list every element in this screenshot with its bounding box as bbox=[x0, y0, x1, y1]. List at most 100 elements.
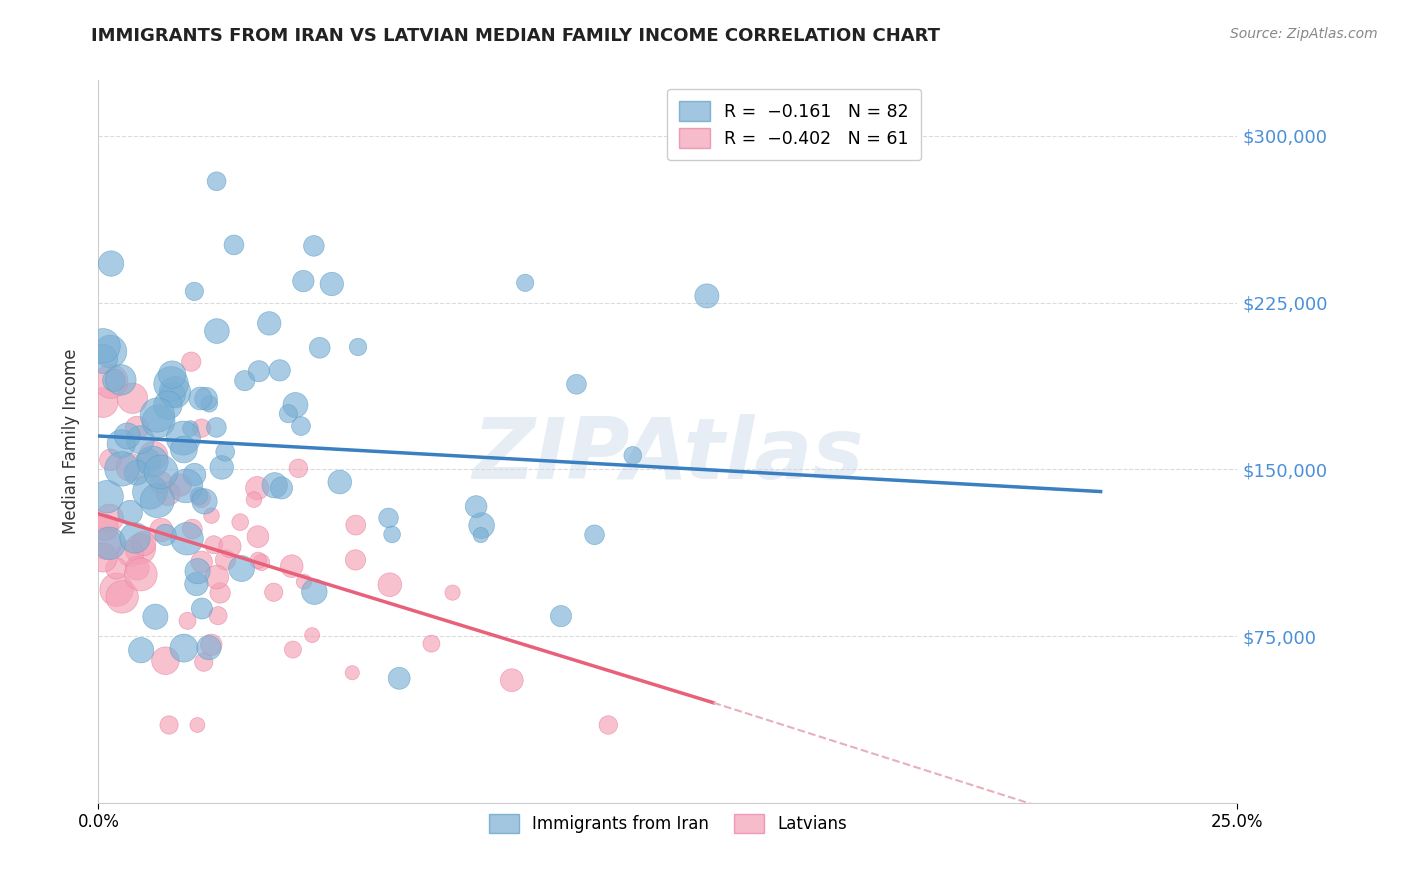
Point bbox=[183, 285, 205, 299]
Point bbox=[471, 518, 494, 533]
Point bbox=[342, 665, 364, 680]
Point bbox=[193, 494, 215, 508]
Point bbox=[183, 467, 205, 482]
Point bbox=[381, 527, 404, 541]
Point bbox=[145, 609, 167, 624]
Point bbox=[91, 339, 114, 353]
Legend: Immigrants from Iran, Latvians: Immigrants from Iran, Latvians bbox=[477, 803, 859, 845]
Point bbox=[129, 643, 152, 657]
Point bbox=[160, 376, 183, 391]
Point bbox=[157, 718, 180, 732]
Point bbox=[290, 419, 312, 434]
Point bbox=[301, 628, 323, 642]
Point bbox=[388, 671, 411, 685]
Point bbox=[292, 274, 315, 288]
Point bbox=[142, 449, 165, 463]
Point bbox=[190, 421, 212, 435]
Point bbox=[257, 317, 280, 331]
Point bbox=[329, 475, 352, 489]
Point bbox=[148, 414, 170, 428]
Point bbox=[198, 397, 221, 411]
Point bbox=[124, 531, 146, 545]
Point bbox=[91, 351, 114, 366]
Point bbox=[186, 718, 208, 732]
Point bbox=[149, 465, 172, 479]
Point bbox=[174, 479, 197, 493]
Point bbox=[169, 478, 191, 492]
Point bbox=[214, 553, 236, 567]
Point bbox=[205, 174, 228, 188]
Point bbox=[120, 547, 142, 561]
Point bbox=[94, 520, 117, 534]
Point bbox=[156, 398, 179, 412]
Point bbox=[621, 449, 644, 463]
Point bbox=[110, 436, 132, 450]
Point bbox=[103, 373, 125, 387]
Point bbox=[127, 561, 149, 575]
Point bbox=[302, 239, 325, 253]
Point bbox=[347, 340, 370, 354]
Point bbox=[501, 673, 523, 688]
Point bbox=[160, 368, 183, 382]
Point bbox=[176, 614, 198, 628]
Point bbox=[150, 523, 173, 537]
Point bbox=[246, 481, 269, 495]
Point bbox=[281, 642, 304, 657]
Point bbox=[118, 460, 141, 475]
Point bbox=[172, 431, 194, 445]
Point bbox=[292, 574, 315, 589]
Point bbox=[550, 609, 572, 624]
Point bbox=[96, 490, 118, 504]
Point bbox=[222, 238, 245, 252]
Point bbox=[173, 442, 195, 457]
Point bbox=[181, 522, 204, 536]
Point bbox=[190, 555, 212, 569]
Point bbox=[188, 392, 211, 406]
Point bbox=[176, 532, 198, 546]
Text: ZIPAtlas: ZIPAtlas bbox=[472, 415, 863, 498]
Point bbox=[98, 511, 121, 525]
Point bbox=[149, 475, 172, 490]
Point bbox=[125, 421, 148, 435]
Point bbox=[205, 420, 228, 434]
Point bbox=[420, 637, 443, 651]
Point bbox=[132, 536, 155, 550]
Point bbox=[155, 528, 177, 542]
Point bbox=[583, 528, 606, 542]
Point bbox=[146, 408, 169, 422]
Point bbox=[470, 528, 492, 542]
Point bbox=[308, 341, 330, 355]
Point bbox=[231, 561, 253, 575]
Point bbox=[281, 559, 304, 574]
Point bbox=[98, 536, 121, 550]
Point bbox=[190, 491, 212, 505]
Point bbox=[321, 277, 343, 291]
Text: IMMIGRANTS FROM IRAN VS LATVIAN MEDIAN FAMILY INCOME CORRELATION CHART: IMMIGRANTS FROM IRAN VS LATVIAN MEDIAN F… bbox=[91, 27, 941, 45]
Point bbox=[515, 276, 537, 290]
Point bbox=[157, 486, 180, 500]
Point bbox=[179, 421, 201, 435]
Point bbox=[195, 392, 218, 406]
Point bbox=[105, 561, 128, 575]
Point bbox=[209, 586, 232, 600]
Point bbox=[125, 466, 148, 480]
Point bbox=[263, 478, 285, 492]
Point bbox=[146, 493, 169, 508]
Point bbox=[441, 585, 464, 599]
Point bbox=[121, 391, 143, 405]
Point bbox=[191, 601, 214, 615]
Point bbox=[344, 553, 367, 567]
Point bbox=[270, 481, 292, 495]
Point bbox=[186, 577, 208, 591]
Point bbox=[105, 582, 128, 597]
Point bbox=[120, 506, 142, 520]
Point bbox=[247, 364, 270, 378]
Point bbox=[565, 377, 588, 392]
Point bbox=[100, 256, 122, 270]
Point bbox=[173, 641, 195, 656]
Y-axis label: Median Family Income: Median Family Income bbox=[62, 349, 80, 534]
Point bbox=[193, 655, 215, 669]
Point bbox=[129, 433, 152, 447]
Point bbox=[304, 584, 326, 599]
Point bbox=[111, 462, 134, 476]
